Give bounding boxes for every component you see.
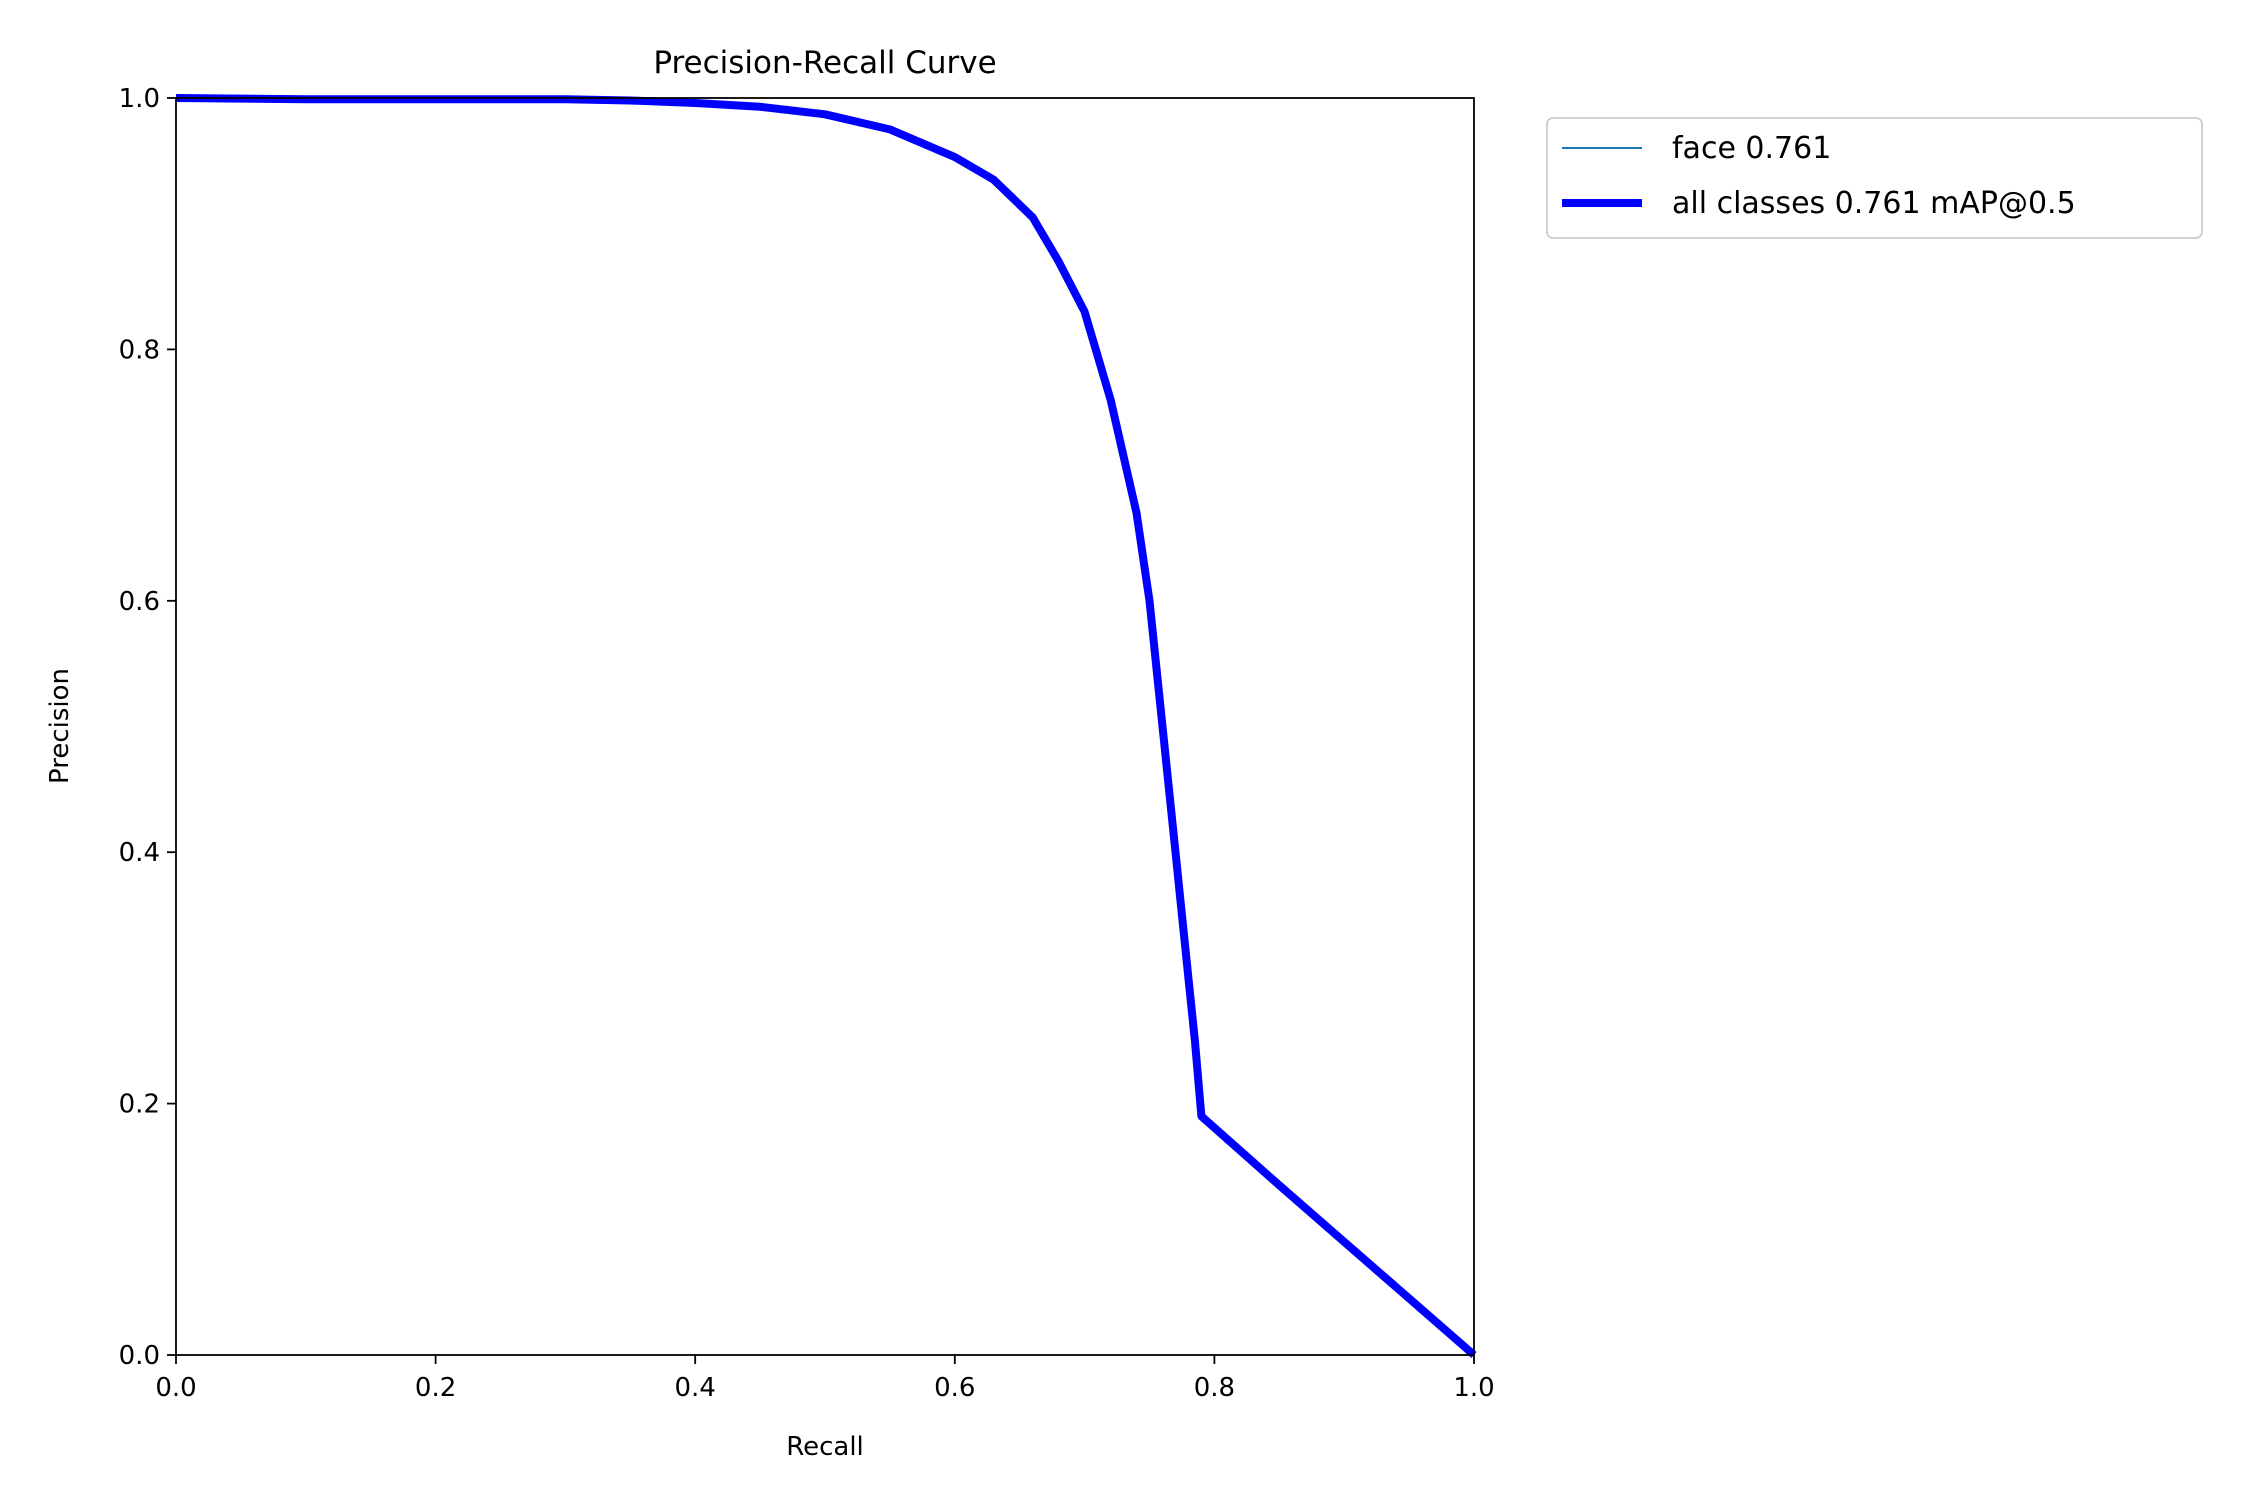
y-tick-label: 0.8: [119, 335, 160, 365]
face-series-line: [175, 97, 1475, 1356]
y-tick-label: 0.0: [119, 1341, 160, 1371]
y-tick-label: 0.4: [119, 838, 160, 868]
x-tick-label: 0.2: [415, 1373, 456, 1403]
legend-label: face 0.761: [1672, 131, 1831, 166]
legend-frame: [1546, 117, 2203, 239]
series-layer: [175, 94, 1477, 1359]
x-tick-label: 0.6: [934, 1373, 975, 1403]
x-tick-label: 0.0: [155, 1373, 196, 1403]
x-axis: 0.0 0.2 0.4 0.6 0.8 1.0: [155, 1355, 1495, 1403]
x-axis-label: Recall: [786, 1432, 864, 1462]
y-tick-label: 0.2: [119, 1090, 160, 1120]
all-classes-series-line: [175, 94, 1477, 1359]
plot-area: [175, 94, 1477, 1359]
y-axis: 0.0 0.2 0.4 0.6 0.8 1.0: [119, 84, 176, 1371]
chart-title: Precision-Recall Curve: [653, 45, 996, 81]
x-tick-label: 0.8: [1194, 1373, 1235, 1403]
legend-label: all classes 0.761 mAP@0.5: [1672, 186, 2076, 221]
y-axis-label: Precision: [45, 668, 75, 784]
plot-frame: [175, 97, 1475, 1356]
legend: face 0.761 all classes 0.761 mAP@0.5: [1546, 117, 2203, 239]
x-tick-label: 1.0: [1453, 1373, 1494, 1403]
y-tick-label: 0.6: [119, 587, 160, 617]
y-tick-label: 1.0: [119, 84, 160, 114]
x-tick-label: 0.4: [675, 1373, 716, 1403]
